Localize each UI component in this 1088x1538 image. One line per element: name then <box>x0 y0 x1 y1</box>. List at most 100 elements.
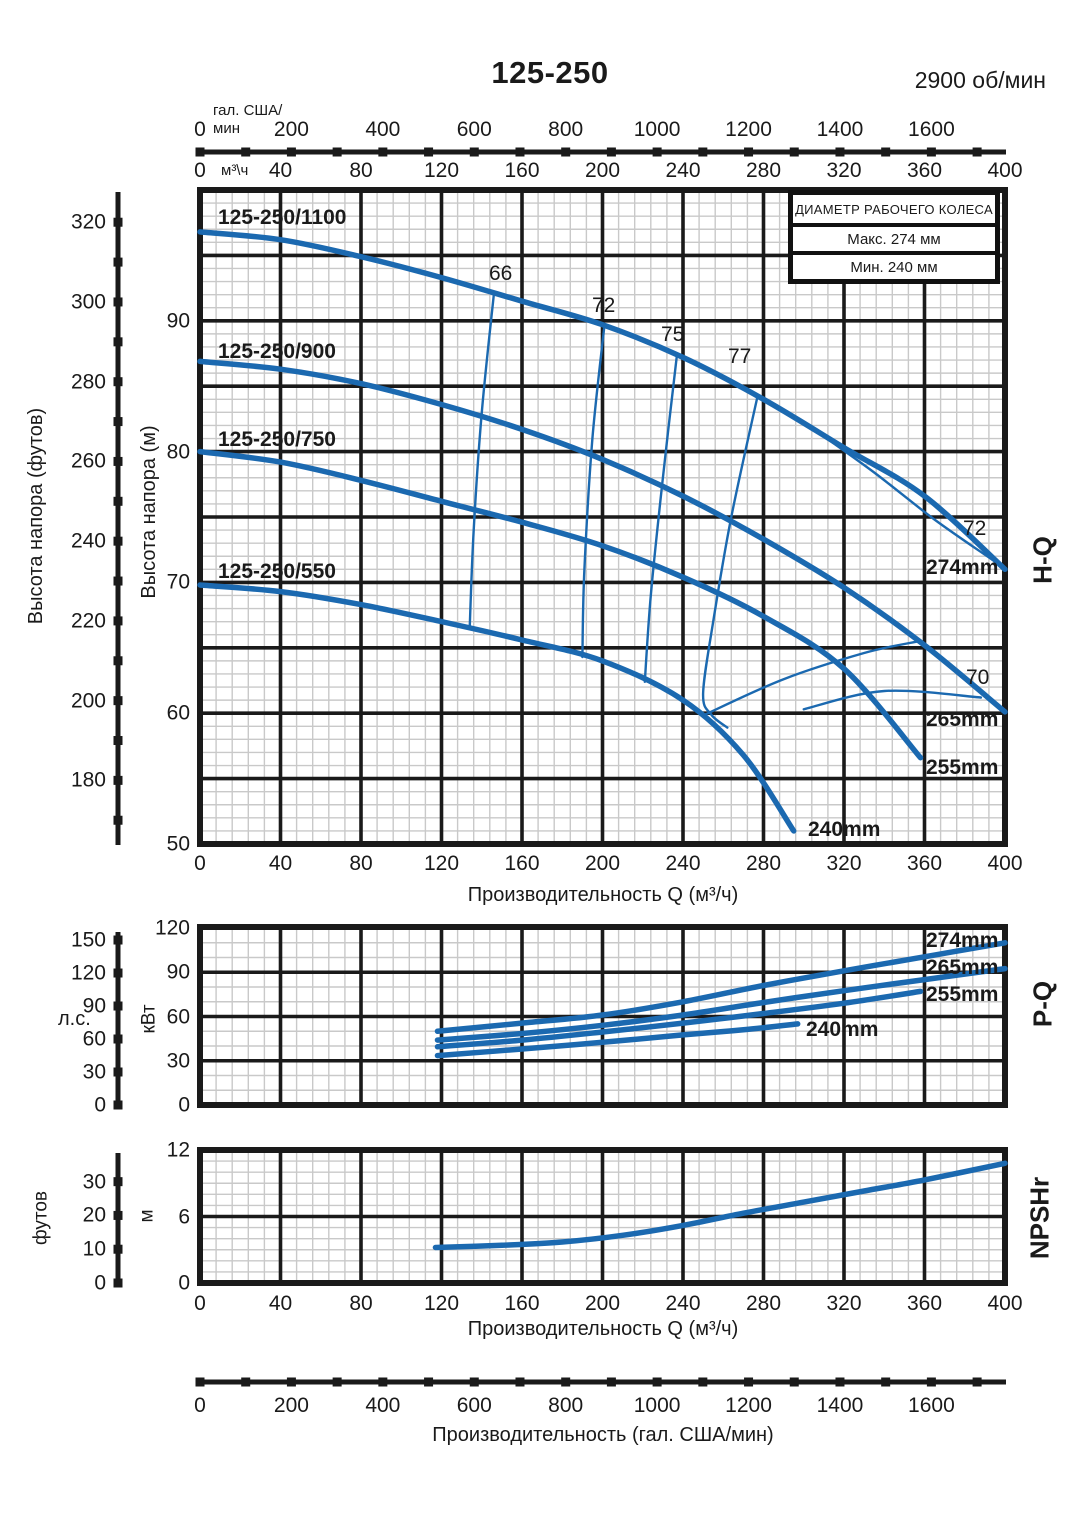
feet-axis-tick <box>113 417 123 427</box>
gal-axis-tick <box>606 1377 616 1387</box>
efficiency-line-70 <box>802 689 983 711</box>
gal-bottom-tick-label: 400 <box>365 1394 401 1417</box>
hp-axis-tick <box>113 1001 123 1011</box>
gal-axis-tick <box>332 1377 342 1387</box>
gal-axis-tick <box>652 147 662 157</box>
q-tick-label-main: 280 <box>745 852 782 875</box>
meters-tick-label: 50 <box>166 832 190 856</box>
kw-tick-label: 120 <box>154 916 190 940</box>
gal-axis-tick <box>789 1377 799 1387</box>
gal-axis-tick <box>926 1377 936 1387</box>
gal-axis-tick <box>515 1377 525 1387</box>
gal-bottom-tick-label: 1600 <box>908 1394 955 1417</box>
q-tick-label-main: 400 <box>987 852 1023 875</box>
q-tick-label-npsh: 280 <box>745 1292 782 1315</box>
curve-label: 255mm <box>926 756 999 779</box>
m3h-top-tick-label: 0 <box>194 159 206 182</box>
pq-curve-274mm <box>434 940 1008 1034</box>
m3h-top-tick-label: 360 <box>906 159 943 182</box>
gal-bottom-tick-label: 800 <box>548 1394 584 1417</box>
gal-axis-tick <box>561 147 571 157</box>
q-tick-label-main: 200 <box>584 852 621 875</box>
feet-axis-tick <box>113 496 123 506</box>
gal-axis-tick <box>378 147 388 157</box>
feet-tick-label: 180 <box>70 768 106 792</box>
gal-top-tick-label: 800 <box>548 118 584 141</box>
feet-axis-tick <box>113 297 123 307</box>
gal-axis-tick <box>424 1377 434 1387</box>
hp-tick-label: 90 <box>82 994 106 1018</box>
gal-bottom-tick-label: 0 <box>194 1394 206 1417</box>
efficiency-line-70 <box>703 640 920 716</box>
kw-tick-label: 0 <box>178 1093 190 1117</box>
meters-tick-label: 60 <box>166 701 190 725</box>
head-meters-axis-label: Высота напора (м) <box>138 425 160 599</box>
gal-axis-tick <box>195 1377 205 1387</box>
npsh-feet-tick-label: 20 <box>82 1203 106 1227</box>
efficiency-line-72 <box>812 428 995 562</box>
efficiency-label: 66 <box>489 262 513 285</box>
feet-tick-label: 280 <box>70 370 106 394</box>
feet-axis-tick <box>113 736 123 746</box>
npsh-m-tick-label: 6 <box>178 1204 190 1228</box>
gal-top-tick-label: 1600 <box>908 118 955 141</box>
efficiency-line-66 <box>468 293 496 630</box>
curve-label: 265mm <box>926 708 999 731</box>
feet-axis-tick <box>113 815 123 825</box>
feet-tick-label: 200 <box>70 689 106 713</box>
plot-border <box>197 1147 1008 1286</box>
gal-axis-tick <box>698 1377 708 1387</box>
feet-axis-tick <box>113 616 123 626</box>
npsh-m-tick-label: 0 <box>178 1271 190 1295</box>
kw-tick-label: 60 <box>166 1004 190 1028</box>
hp-tick-label: 0 <box>94 1093 106 1117</box>
feet-axis-tick <box>113 656 123 666</box>
hq-curve-255mm <box>197 448 924 761</box>
curve-label: 125-250/750 <box>218 428 336 451</box>
rpm-label: 2900 об/мин <box>914 67 1046 93</box>
q-tick-label-npsh: 40 <box>268 1292 293 1315</box>
q-tick-label-npsh: 360 <box>906 1292 943 1315</box>
plot-border <box>197 187 1008 847</box>
gal-axis-tick <box>881 1377 891 1387</box>
gal-bottom-tick-label: 1200 <box>725 1394 772 1417</box>
npsh-feet-axis-tick <box>113 1278 123 1288</box>
q-tick-label-npsh: 80 <box>349 1292 373 1315</box>
q-tick-label-main: 240 <box>665 852 701 875</box>
gal-axis-tick <box>652 1377 662 1387</box>
hp-axis-tick <box>113 1034 123 1044</box>
power-curve-label: 265mm <box>926 956 999 979</box>
curve-label: 240mm <box>808 818 881 841</box>
gal-axis-tick <box>606 147 616 157</box>
feet-axis-tick <box>113 576 123 586</box>
kw-tick-label: 90 <box>166 960 190 984</box>
hp-tick-label: 30 <box>82 1060 106 1084</box>
q-tick-label-main: 40 <box>268 852 293 875</box>
hp-tick-label: 60 <box>82 1027 106 1051</box>
gal-axis-tick <box>286 1377 296 1387</box>
q-tick-label-npsh: 200 <box>584 1292 621 1315</box>
feet-axis-tick <box>113 456 123 466</box>
npsh-feet-axis-tick <box>113 1177 123 1187</box>
gal-bottom-tick-label: 600 <box>456 1394 492 1417</box>
feet-axis-tick <box>113 536 123 546</box>
gal-axis-unit-line1: гал. США/ <box>213 102 283 119</box>
gal-axis-tick <box>241 147 251 157</box>
gal-axis-tick <box>789 147 799 157</box>
gal-axis-tick <box>835 1377 845 1387</box>
gal-top-tick-label: 200 <box>273 118 309 141</box>
gal-axis-tick <box>332 147 342 157</box>
feet-axis-tick <box>113 337 123 347</box>
curve-label: 125-250/1100 <box>218 206 347 229</box>
gal-bottom-tick-label: 1000 <box>633 1394 681 1417</box>
hq-curve-265mm <box>197 358 1008 715</box>
efficiency-label: 70 <box>966 666 990 689</box>
gal-axis-tick <box>286 147 296 157</box>
q-tick-label-main: 320 <box>826 852 862 875</box>
page-title: 125-250 <box>491 55 609 90</box>
kw-tick-label: 30 <box>166 1049 190 1073</box>
feet-tick-label: 240 <box>70 529 106 553</box>
q-tick-label-main: 0 <box>194 852 206 875</box>
gal-axis-tick <box>195 147 205 157</box>
